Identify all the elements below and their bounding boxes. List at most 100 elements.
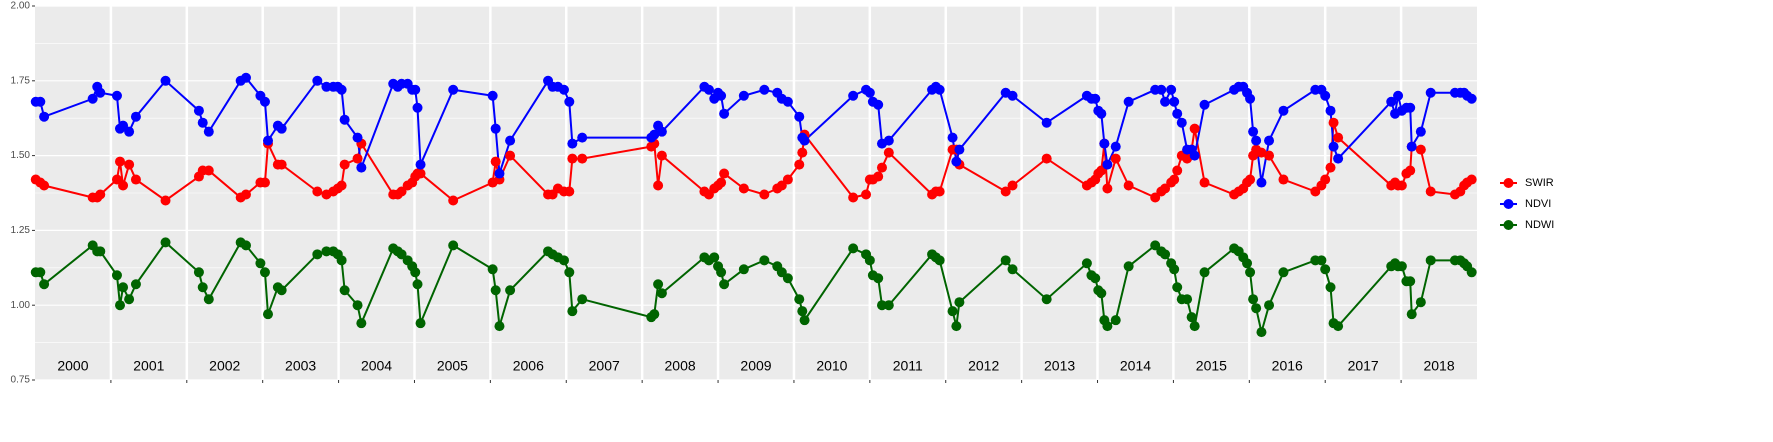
data-point (352, 300, 363, 311)
data-point (1172, 165, 1183, 176)
data-point (934, 186, 945, 197)
data-point (848, 90, 859, 101)
y-tick-label: 1.00 (11, 300, 31, 311)
data-point (160, 237, 171, 248)
year-label: 2008 (665, 358, 696, 374)
data-point (1386, 96, 1397, 107)
data-point (95, 87, 106, 98)
data-point (1160, 249, 1171, 260)
data-point (115, 156, 126, 167)
data-point (415, 159, 426, 170)
data-point (494, 168, 505, 179)
data-point (656, 126, 667, 137)
data-point (111, 270, 122, 281)
data-point (1172, 108, 1183, 119)
data-point (448, 84, 459, 95)
data-point (1081, 258, 1092, 269)
data-point (1110, 141, 1121, 152)
data-point (738, 183, 749, 194)
year-label: 2000 (57, 358, 88, 374)
data-point (558, 255, 569, 266)
data-point (1406, 309, 1417, 320)
data-point (1007, 180, 1018, 191)
data-point (415, 168, 426, 179)
data-point (1182, 153, 1193, 164)
data-point (951, 156, 962, 167)
data-point (339, 114, 350, 125)
data-point (797, 147, 808, 158)
data-point (1007, 264, 1018, 275)
data-point (709, 252, 720, 263)
data-point (1264, 300, 1275, 311)
data-point (197, 117, 208, 128)
data-point (1248, 294, 1259, 305)
data-point (1415, 297, 1426, 308)
data-point (1415, 144, 1426, 155)
data-point (558, 84, 569, 95)
data-point (794, 111, 805, 122)
legend-key-point (1503, 199, 1514, 209)
data-point (873, 99, 884, 110)
data-point (1396, 261, 1407, 272)
year-label: 2011 (893, 358, 923, 374)
data-point (934, 84, 945, 95)
data-point (259, 267, 270, 278)
data-point (1041, 294, 1052, 305)
data-point (203, 126, 214, 137)
data-point (130, 279, 141, 290)
data-point (490, 156, 501, 167)
legend-key-point (1503, 220, 1514, 230)
year-label: 2005 (437, 358, 468, 374)
y-tick-label: 1.75 (11, 75, 31, 86)
data-point (276, 123, 287, 134)
data-point (1199, 267, 1210, 278)
data-point (794, 159, 805, 170)
data-point (864, 255, 875, 266)
data-point (35, 96, 46, 107)
data-point (794, 294, 805, 305)
data-point (719, 279, 730, 290)
data-point (505, 150, 516, 161)
data-point (321, 246, 332, 257)
data-point (160, 195, 171, 206)
data-point (873, 171, 884, 182)
data-point (124, 294, 135, 305)
data-point (883, 135, 894, 146)
data-point (1007, 90, 1018, 101)
data-point (352, 153, 363, 164)
data-point (312, 186, 323, 197)
data-point (567, 306, 578, 317)
year-label: 2016 (1272, 358, 1303, 374)
data-point (947, 306, 958, 317)
data-point (1123, 96, 1134, 107)
data-point (505, 135, 516, 146)
data-point (567, 153, 578, 164)
data-point (1328, 117, 1339, 128)
data-point (193, 267, 204, 278)
data-point (1425, 255, 1436, 266)
data-point (412, 279, 423, 290)
data-point (356, 162, 367, 173)
data-point (577, 132, 588, 143)
data-point (577, 294, 588, 305)
data-point (564, 267, 575, 278)
data-point (649, 129, 660, 140)
data-point (1176, 117, 1187, 128)
data-point (95, 246, 106, 257)
data-point (448, 240, 459, 251)
data-point (1169, 264, 1180, 275)
data-point (490, 123, 501, 134)
data-point (848, 243, 859, 254)
data-point (1096, 288, 1107, 299)
data-point (39, 111, 50, 122)
data-point (412, 102, 423, 113)
data-point (716, 177, 727, 188)
data-point (738, 264, 749, 275)
data-point (759, 189, 770, 200)
data-point (1000, 255, 1011, 266)
data-point (1316, 255, 1327, 266)
data-point (1123, 180, 1134, 191)
data-point (1245, 267, 1256, 278)
data-point (799, 315, 810, 326)
